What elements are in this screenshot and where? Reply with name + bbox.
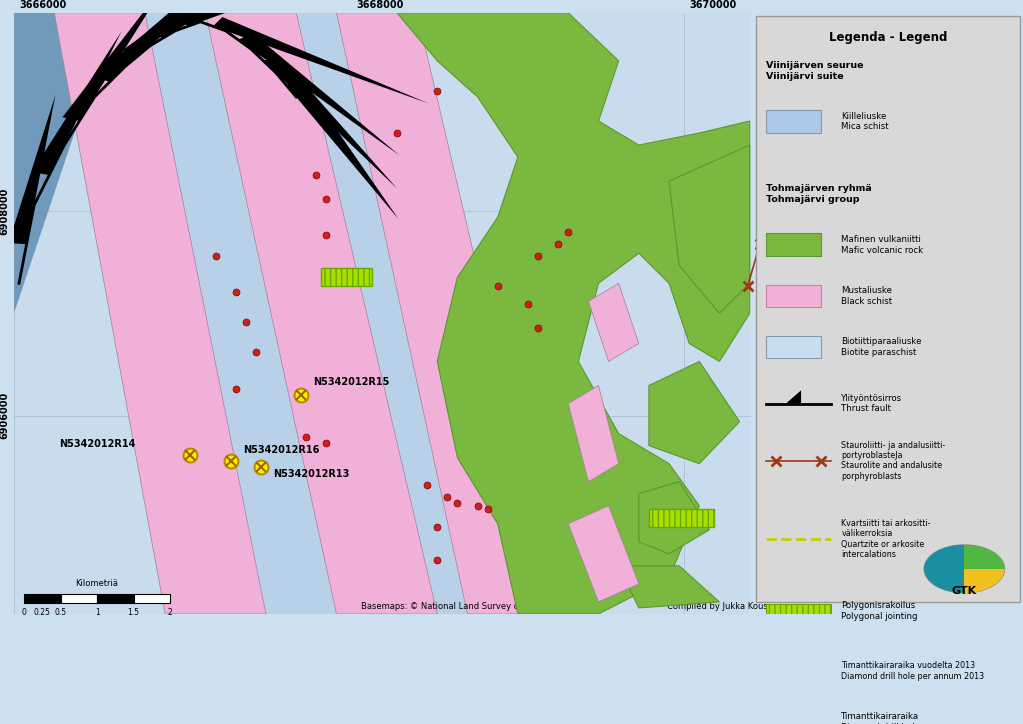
- Text: 6906000: 6906000: [0, 392, 9, 439]
- Text: Legenda - Legend: Legenda - Legend: [829, 31, 947, 44]
- Text: 1.5: 1.5: [128, 608, 140, 617]
- Bar: [60, 594, 97, 603]
- Bar: [766, 285, 821, 308]
- Polygon shape: [62, 0, 168, 121]
- Text: N5342012R14: N5342012R14: [59, 439, 136, 449]
- Text: 0.5: 0.5: [54, 608, 66, 617]
- Bar: [134, 594, 170, 603]
- Polygon shape: [263, 55, 397, 188]
- Polygon shape: [213, 17, 429, 104]
- Polygon shape: [965, 545, 1005, 569]
- Polygon shape: [14, 13, 115, 313]
- Polygon shape: [296, 13, 468, 614]
- Text: Basemaps: © National Land Survey of Finland: Basemaps: © National Land Survey of Finl…: [360, 602, 554, 611]
- Text: Ylityöntösirros
Thrust fault: Ylityöntösirros Thrust fault: [841, 394, 902, 413]
- Text: Viinijärven seurue
Viinijärvi suite: Viinijärven seurue Viinijärvi suite: [766, 61, 863, 81]
- Text: Timanttikairaraika vuodelta 2013
Diamond drill hole per annum 2013: Timanttikairaraika vuodelta 2013 Diamond…: [841, 661, 984, 681]
- Polygon shape: [123, 0, 283, 56]
- Text: Polygonisrakoilus
Polygonal jointing: Polygonisrakoilus Polygonal jointing: [841, 601, 918, 620]
- Bar: [97, 594, 134, 603]
- Text: Mafinen vulkaniitti
Mafic volcanic rock: Mafinen vulkaniitti Mafic volcanic rock: [841, 235, 924, 255]
- Polygon shape: [94, 0, 239, 82]
- Polygon shape: [786, 390, 801, 403]
- Bar: [766, 110, 821, 133]
- Text: Kilometriä: Kilometriä: [76, 579, 119, 588]
- Polygon shape: [149, 0, 341, 38]
- Polygon shape: [669, 145, 750, 313]
- Polygon shape: [8, 95, 55, 244]
- Polygon shape: [924, 545, 965, 593]
- Polygon shape: [619, 566, 719, 608]
- Text: Kvartsiitti tai arkositti-
välikerroksia
Quartzite or arkosite
intercalations: Kvartsiitti tai arkositti- välikerroksia…: [841, 518, 931, 559]
- Polygon shape: [238, 33, 400, 155]
- Text: Tohmajärven ryhmä
Tohmajärvi group: Tohmajärven ryhmä Tohmajärvi group: [766, 184, 872, 204]
- Text: Mustaliuske
Black schist: Mustaliuske Black schist: [841, 286, 892, 306]
- Polygon shape: [588, 283, 638, 361]
- Text: 2: 2: [168, 608, 173, 617]
- Text: 3666000: 3666000: [19, 0, 66, 10]
- Text: 3668000: 3668000: [357, 0, 404, 10]
- Text: N5342012R15: N5342012R15: [313, 377, 390, 387]
- Text: 1: 1: [95, 608, 99, 617]
- Bar: [766, 604, 832, 622]
- Text: Timanttikairaraika
Diamond drill hole: Timanttikairaraika Diamond drill hole: [841, 712, 921, 724]
- Polygon shape: [321, 269, 371, 286]
- Polygon shape: [54, 13, 266, 614]
- Text: GTK: GTK: [951, 586, 977, 596]
- Bar: [756, 16, 1020, 602]
- Text: Stauroliitti- ja andalusiitti-
portyroblasteJa
Staurolite and andalusite
porphyr: Stauroliitti- ja andalusiitti- portyrobl…: [841, 441, 945, 481]
- Bar: [25, 594, 60, 603]
- Text: Biotiittiparaaliuske
Biotite paraschist: Biotiittiparaaliuske Biotite paraschist: [841, 337, 922, 357]
- Text: 3670000: 3670000: [690, 0, 737, 10]
- Polygon shape: [206, 13, 437, 614]
- Bar: [766, 336, 821, 358]
- Polygon shape: [145, 13, 337, 614]
- Polygon shape: [649, 361, 740, 463]
- Polygon shape: [638, 481, 709, 554]
- Polygon shape: [397, 13, 750, 614]
- Text: Compiled by Jukka Kousa: Compiled by Jukka Kousa: [667, 602, 772, 611]
- Polygon shape: [649, 509, 714, 527]
- Bar: [766, 233, 821, 256]
- Polygon shape: [965, 569, 1005, 593]
- Polygon shape: [568, 385, 619, 481]
- Polygon shape: [568, 506, 638, 602]
- Text: N5342012R16: N5342012R16: [242, 445, 319, 455]
- Polygon shape: [286, 80, 399, 219]
- Polygon shape: [32, 31, 122, 175]
- Text: 6908000: 6908000: [0, 188, 9, 235]
- Polygon shape: [178, 0, 404, 26]
- Text: Kiilleliuske
Mica schist: Kiilleliuske Mica schist: [841, 112, 889, 131]
- Text: 0.25: 0.25: [34, 608, 51, 617]
- Text: N5342012R13: N5342012R13: [273, 468, 349, 479]
- Circle shape: [924, 545, 1005, 593]
- Text: 0: 0: [21, 608, 27, 617]
- Polygon shape: [14, 13, 750, 614]
- Polygon shape: [337, 13, 559, 614]
